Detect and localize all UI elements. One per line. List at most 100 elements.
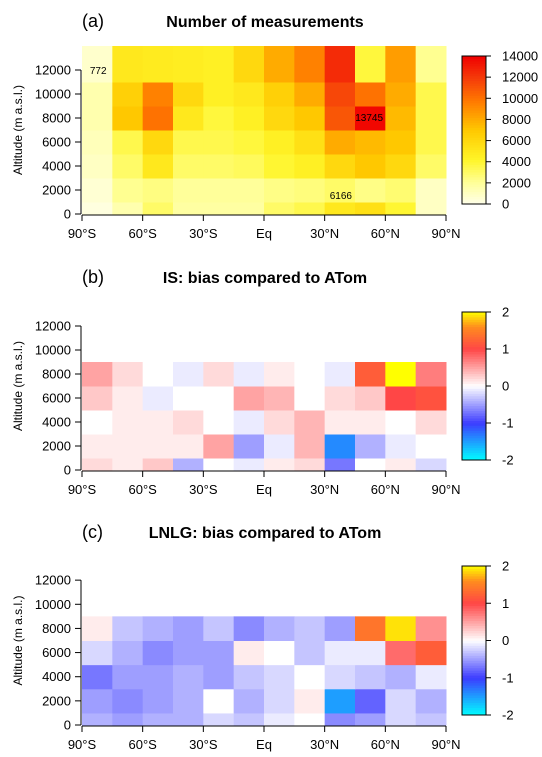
colorbar-step — [462, 652, 486, 656]
y-tick-label: 0 — [64, 463, 71, 478]
colorbar-step — [462, 189, 486, 193]
x-tick-label: 30°N — [310, 226, 339, 241]
heatmap-cell — [415, 640, 447, 666]
heatmap-cell — [385, 616, 417, 641]
heatmap-cell — [294, 106, 326, 131]
panel-label: (c) — [82, 522, 103, 542]
heatmap-cell — [142, 712, 174, 726]
heatmap-cell — [264, 46, 295, 83]
heatmap-cell — [203, 154, 235, 179]
x-tick-label: 60°S — [128, 482, 157, 497]
heatmap-cell — [112, 154, 144, 179]
panel-label: (b) — [82, 267, 104, 287]
colorbar-step — [462, 408, 486, 412]
colorbar-step — [462, 573, 486, 577]
heatmap-cell — [264, 640, 295, 666]
heatmap-cell — [173, 154, 204, 179]
colorbar-tick-label: -1 — [502, 670, 514, 685]
colorbar-step — [462, 665, 486, 669]
colorbar-step — [462, 662, 486, 666]
heatmap-cell — [415, 82, 447, 107]
colorbar-step — [462, 122, 486, 126]
heatmap-cell — [173, 616, 204, 641]
colorbar-step — [462, 430, 486, 434]
y-tick-label: 10000 — [35, 597, 71, 612]
heatmap-cell — [324, 458, 356, 471]
colorbar-step — [462, 583, 486, 587]
heatmap-cell — [173, 640, 204, 666]
heatmap-cell — [294, 640, 326, 666]
heatmap-cell — [355, 712, 386, 726]
colorbar-tick-label: 14000 — [502, 49, 538, 64]
heatmap-cell — [142, 688, 174, 714]
chart-title: IS: bias compared to ATom — [163, 270, 367, 287]
heatmap-cell — [173, 202, 204, 215]
heatmap-cell — [324, 154, 356, 179]
heatmap-cell — [203, 458, 235, 471]
heatmap-cell — [142, 362, 174, 387]
heatmap-cell — [385, 386, 417, 411]
colorbar-step — [462, 403, 486, 407]
heatmap-cell — [294, 154, 326, 179]
colorbar-step — [462, 605, 486, 609]
colorbar-step — [462, 334, 486, 338]
colorbar-step — [462, 127, 486, 131]
heatmap-cell — [142, 130, 174, 155]
heatmap-cell — [415, 202, 447, 215]
heatmap-cell — [173, 712, 204, 726]
colorbar-step — [462, 154, 486, 158]
colorbar-frame — [461, 55, 487, 205]
heatmap-cell — [415, 458, 447, 471]
heatmap-cell — [233, 386, 265, 411]
colorbar-step — [462, 628, 486, 631]
heatmap-cell — [294, 46, 326, 83]
colorbar-step — [462, 452, 486, 456]
heatmap-cell — [112, 82, 144, 107]
colorbar-step — [462, 425, 486, 429]
colorbar-step — [462, 70, 486, 74]
heatmap-cell — [173, 106, 204, 131]
heatmap-cell — [233, 640, 265, 666]
chart-title: LNLG: bias compared to ATom — [149, 525, 382, 542]
heatmap-cell — [415, 386, 447, 411]
colorbar-step — [462, 625, 486, 629]
heatmap-cell — [355, 154, 386, 179]
colorbar-step — [462, 566, 486, 569]
colorbar-step — [462, 169, 486, 173]
colorbar-step — [462, 423, 486, 426]
heatmap-cell — [264, 458, 295, 471]
heatmap-cell — [294, 410, 326, 435]
heatmap-cell — [112, 616, 144, 641]
colorbar-step — [462, 93, 486, 96]
colorbar-step — [462, 368, 486, 372]
heatmap-cell — [355, 82, 386, 107]
heatmap-cell — [294, 178, 326, 203]
heatmap-cell — [324, 130, 356, 155]
heatmap-cell — [203, 130, 235, 155]
heatmap-cell — [294, 616, 326, 641]
heatmap-cell — [415, 154, 447, 179]
colorbar-step — [462, 440, 486, 444]
heatmap-cell — [324, 82, 356, 107]
x-axis: 90°S 60°S 30°S Eq 30°N 60°N 90°N — [68, 214, 461, 241]
heatmap-cell — [264, 130, 295, 155]
heatmap-cell — [264, 616, 295, 641]
colorbar-step — [462, 598, 486, 602]
heatmap-cell — [264, 178, 295, 203]
heatmap-cell — [173, 688, 204, 714]
heatmap-cell — [142, 178, 174, 203]
colorbar-step — [462, 110, 486, 114]
heatmap-cell — [233, 106, 265, 131]
colorbar-step — [462, 395, 486, 399]
heatmap-cell — [112, 640, 144, 666]
colorbar-step — [462, 196, 486, 200]
heatmap-cell — [142, 664, 174, 690]
colorbar-step — [462, 75, 486, 79]
colorbar-step — [462, 95, 486, 99]
heatmap-cell — [415, 106, 447, 131]
heatmap-cell — [112, 106, 144, 131]
heatmap-cell — [385, 664, 417, 690]
y-tick-label: 4000 — [42, 669, 71, 684]
x-tick-label: 90°S — [68, 737, 97, 752]
y-tick-label: 6000 — [42, 135, 71, 150]
